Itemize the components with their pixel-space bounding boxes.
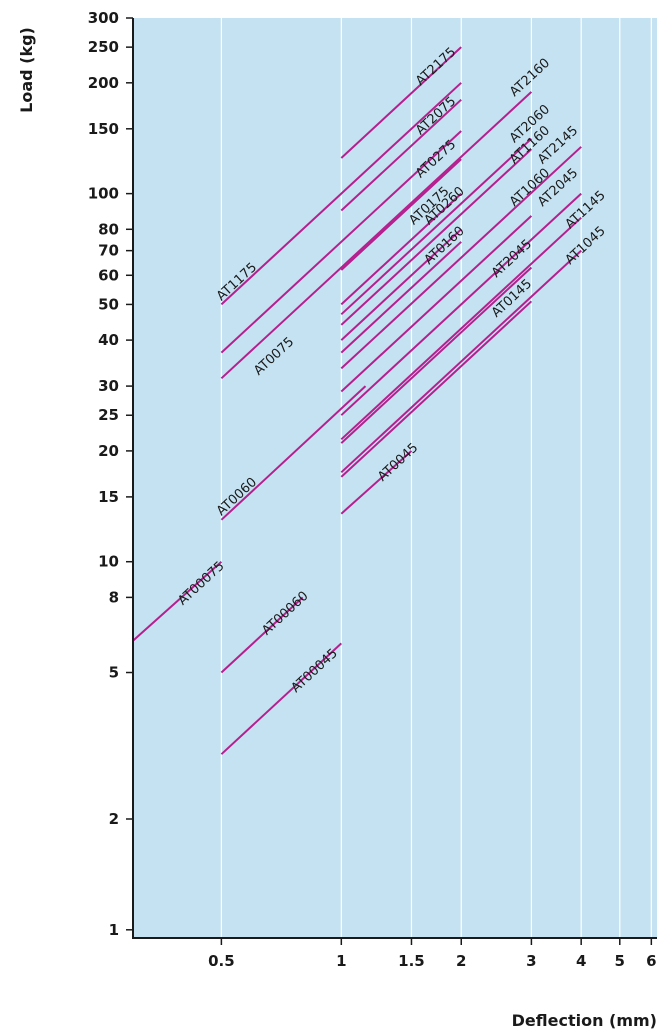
- series-lines: [132, 46, 582, 755]
- y-tick-label: 250: [88, 38, 119, 56]
- plot-background: [133, 18, 657, 938]
- series-line: [340, 241, 462, 354]
- series-line: [220, 385, 367, 521]
- y-tick-label: 2: [109, 810, 119, 828]
- series-line: [340, 249, 582, 474]
- y-tick-label: 40: [98, 331, 119, 349]
- x-tick-label: 1.5: [398, 952, 425, 970]
- x-tick-label: 0.5: [208, 952, 235, 970]
- y-tick-label: 200: [88, 74, 119, 92]
- y-tick-label: 5: [109, 664, 119, 682]
- y-axis-title: Load (kg): [17, 27, 36, 113]
- series-line: [220, 130, 462, 354]
- series-line: [340, 137, 533, 316]
- series-line: [340, 215, 533, 393]
- y-tick-label: 100: [88, 185, 119, 203]
- y-tick-label: 10: [98, 553, 119, 571]
- y-tick-label: 8: [109, 588, 119, 606]
- series-line: [340, 46, 462, 159]
- x-tick-label: 4: [576, 952, 586, 970]
- y-tick-label: 15: [98, 488, 119, 506]
- series-line: [340, 98, 462, 212]
- series-line: [340, 158, 462, 271]
- series-line: [340, 148, 533, 326]
- series-line: [220, 82, 462, 306]
- y-tick-label: 150: [88, 120, 119, 138]
- series-line: [340, 228, 462, 341]
- series-line: [220, 642, 342, 755]
- series-line: [220, 91, 533, 380]
- series-line: [132, 560, 223, 642]
- y-tick-label: 25: [98, 406, 119, 424]
- y-tick-label: 60: [98, 266, 119, 284]
- y-tick-label: 30: [98, 377, 119, 395]
- series-line: [340, 146, 582, 370]
- x-tick-label: 5: [615, 952, 625, 970]
- series-line: [340, 216, 582, 441]
- grid-lines: [220, 18, 652, 938]
- series-line: [340, 450, 413, 515]
- x-axis-title: Deflection (mm): [512, 1011, 657, 1030]
- series-line: [340, 266, 533, 444]
- x-tick-label: 1: [336, 952, 346, 970]
- x-tick-label: 2: [456, 952, 466, 970]
- series-line: [340, 192, 462, 306]
- x-tick-label: 6: [646, 952, 656, 970]
- x-tick-label: 3: [526, 952, 536, 970]
- y-tick-label: 80: [98, 220, 119, 238]
- y-tick-label: 50: [98, 295, 119, 313]
- series-line: [340, 300, 533, 478]
- axes: [132, 18, 657, 939]
- y-tick-label: 300: [88, 9, 119, 27]
- x-axis-ticks: 0.5 1 1.5 2 3 4 5 6: [208, 938, 657, 970]
- y-tick-label: 1: [109, 921, 119, 939]
- y-tick-label: 20: [98, 442, 119, 460]
- series-line: [220, 596, 304, 674]
- y-tick-label: 70: [98, 242, 119, 260]
- series-line: [340, 192, 582, 416]
